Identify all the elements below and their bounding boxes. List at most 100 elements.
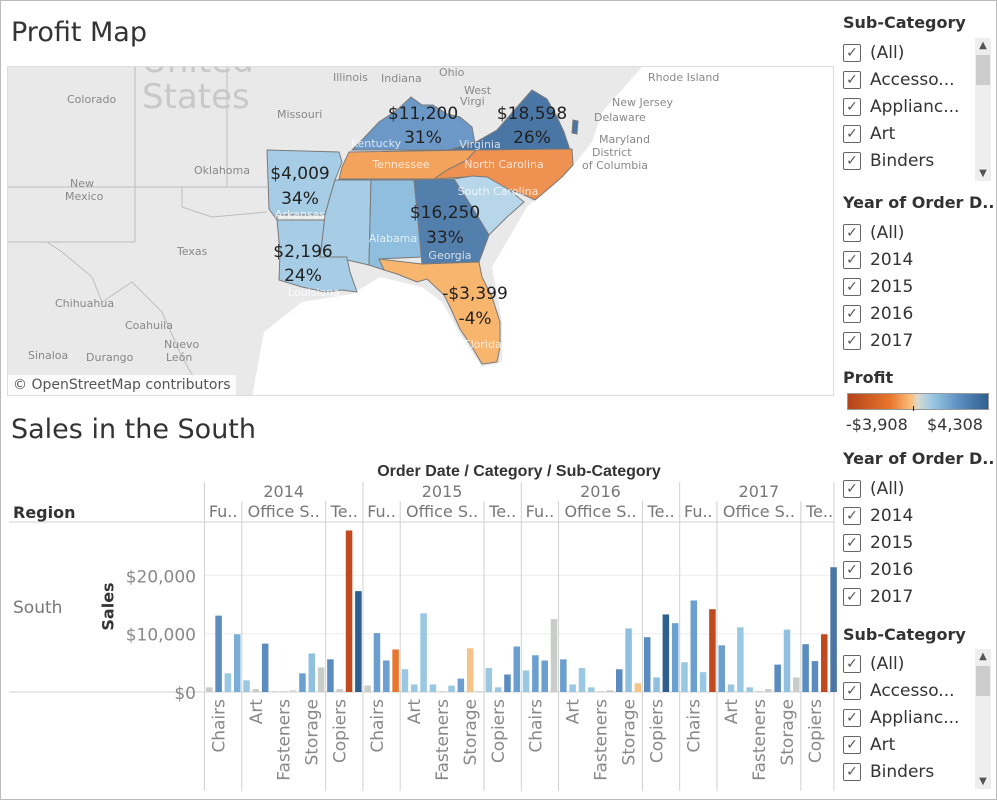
bar[interactable] (727, 684, 735, 692)
bar[interactable] (821, 634, 828, 692)
checkbox-checked-icon[interactable]: ✓ (843, 151, 861, 170)
bar[interactable] (271, 691, 278, 692)
checkbox-checked-icon[interactable]: ✓ (843, 124, 861, 143)
subcategory-scrollbar[interactable]: ▲ ▼ (975, 38, 991, 181)
bar[interactable] (690, 600, 698, 692)
bar[interactable] (224, 673, 232, 692)
subcategory-2-scrollbar[interactable]: ▲ ▼ (975, 649, 991, 789)
bar[interactable] (448, 685, 455, 692)
checkbox-checked-icon[interactable]: ✓ (843, 762, 861, 781)
bar[interactable] (438, 691, 446, 692)
bar[interactable] (327, 659, 334, 692)
bar[interactable] (662, 614, 670, 692)
bar[interactable] (718, 645, 725, 692)
bar[interactable] (550, 619, 558, 692)
bar[interactable] (625, 628, 632, 692)
bar[interactable] (560, 659, 567, 692)
bar[interactable] (401, 669, 409, 692)
bar[interactable] (643, 637, 651, 692)
bar[interactable] (606, 690, 614, 692)
bar[interactable] (383, 660, 390, 692)
bar[interactable] (616, 669, 623, 692)
category-header[interactable]: Te.. (330, 502, 358, 521)
filter-item[interactable]: ✓ Art (843, 731, 983, 758)
checkbox-checked-icon[interactable]: ✓ (843, 223, 861, 242)
category-header[interactable]: Fu.. (525, 502, 555, 521)
bar[interactable] (746, 687, 753, 692)
filter-item[interactable]: ✓ (All) (843, 219, 913, 246)
bar[interactable] (793, 677, 800, 692)
filter-item[interactable]: ✓ Binders (843, 147, 983, 174)
category-header[interactable]: Te.. (647, 502, 675, 521)
scroll-up-icon[interactable]: ▲ (979, 40, 987, 51)
bar[interactable] (476, 691, 483, 692)
bar[interactable] (289, 690, 297, 692)
checkbox-checked-icon[interactable]: ✓ (843, 533, 861, 552)
scroll-thumb[interactable] (976, 55, 990, 85)
subcategory-filter-list[interactable]: ✓ (All) ✓ Accesso... ✓ Applianc... ✓ Art ✓ Binder… (843, 39, 983, 174)
bar[interactable] (280, 691, 288, 692)
filter-item[interactable]: ✓ Applianc... (843, 93, 983, 120)
state-north-carolina[interactable] (432, 148, 574, 201)
bar[interactable] (709, 609, 716, 692)
bar[interactable] (411, 684, 418, 692)
checkbox-checked-icon[interactable]: ✓ (843, 97, 861, 116)
bar[interactable] (392, 649, 399, 692)
bar[interactable] (578, 668, 586, 692)
filter-item[interactable]: ✓ Art (843, 120, 983, 147)
filter-item[interactable]: ✓ 2014 (843, 246, 913, 273)
category-header[interactable]: Office S.. (564, 502, 637, 521)
category-header[interactable]: Fu.. (684, 502, 713, 521)
bar[interactable] (485, 668, 493, 692)
bar[interactable] (830, 567, 837, 692)
bar[interactable] (802, 644, 809, 692)
category-header[interactable]: Office S.. (247, 502, 320, 521)
scroll-down-icon[interactable]: ▼ (979, 168, 987, 179)
bar[interactable] (755, 691, 763, 692)
filter-item[interactable]: ✓ Accesso... (843, 677, 983, 704)
state-florida[interactable] (378, 258, 501, 365)
bar[interactable] (513, 646, 521, 692)
bar[interactable] (532, 655, 539, 692)
bar[interactable] (494, 687, 502, 692)
bar[interactable] (345, 530, 353, 692)
bar[interactable] (522, 670, 530, 692)
bar[interactable] (261, 643, 269, 692)
checkbox-checked-icon[interactable]: ✓ (843, 735, 861, 754)
category-header[interactable]: Fu.. (208, 502, 238, 521)
bar[interactable] (774, 664, 781, 692)
checkbox-checked-icon[interactable]: ✓ (843, 560, 861, 579)
filter-item[interactable]: ✓ 2014 (843, 502, 913, 529)
year-header[interactable]: 2017 (738, 482, 780, 501)
bar[interactable] (671, 623, 679, 692)
bar[interactable] (466, 648, 474, 692)
bar[interactable] (243, 680, 250, 692)
checkbox-checked-icon[interactable]: ✓ (843, 681, 861, 700)
filter-item[interactable]: ✓ Applianc... (843, 704, 983, 731)
subcategory-filter-2-list[interactable]: ✓ (All) ✓ Accesso... ✓ Applianc... ✓ Art ✓ Binder… (843, 650, 983, 785)
filter-item[interactable]: ✓ (All) (843, 475, 913, 502)
bar[interactable] (336, 689, 343, 692)
filter-item[interactable]: ✓ (All) (843, 39, 983, 66)
bar[interactable] (653, 677, 660, 692)
bar[interactable] (420, 613, 427, 692)
checkbox-checked-icon[interactable]: ✓ (843, 708, 861, 727)
bar[interactable] (811, 661, 819, 692)
year-header[interactable]: 2015 (421, 482, 463, 501)
filter-item[interactable]: ✓ 2016 (843, 556, 913, 583)
bar[interactable] (373, 633, 381, 692)
category-header[interactable]: Te.. (805, 502, 834, 521)
filter-item[interactable]: ✓ 2017 (843, 583, 913, 610)
filter-item[interactable]: ✓ 2017 (843, 327, 913, 354)
bar[interactable] (588, 687, 595, 692)
checkbox-checked-icon[interactable]: ✓ (843, 304, 861, 323)
bar[interactable] (699, 672, 707, 692)
category-header[interactable]: Te.. (489, 502, 517, 521)
checkbox-checked-icon[interactable]: ✓ (843, 43, 861, 62)
bar[interactable] (364, 685, 371, 692)
bar[interactable] (737, 627, 744, 692)
scroll-thumb[interactable] (976, 666, 990, 696)
checkbox-checked-icon[interactable]: ✓ (843, 587, 861, 606)
category-header[interactable]: Fu.. (367, 502, 396, 521)
bar[interactable] (504, 674, 511, 692)
